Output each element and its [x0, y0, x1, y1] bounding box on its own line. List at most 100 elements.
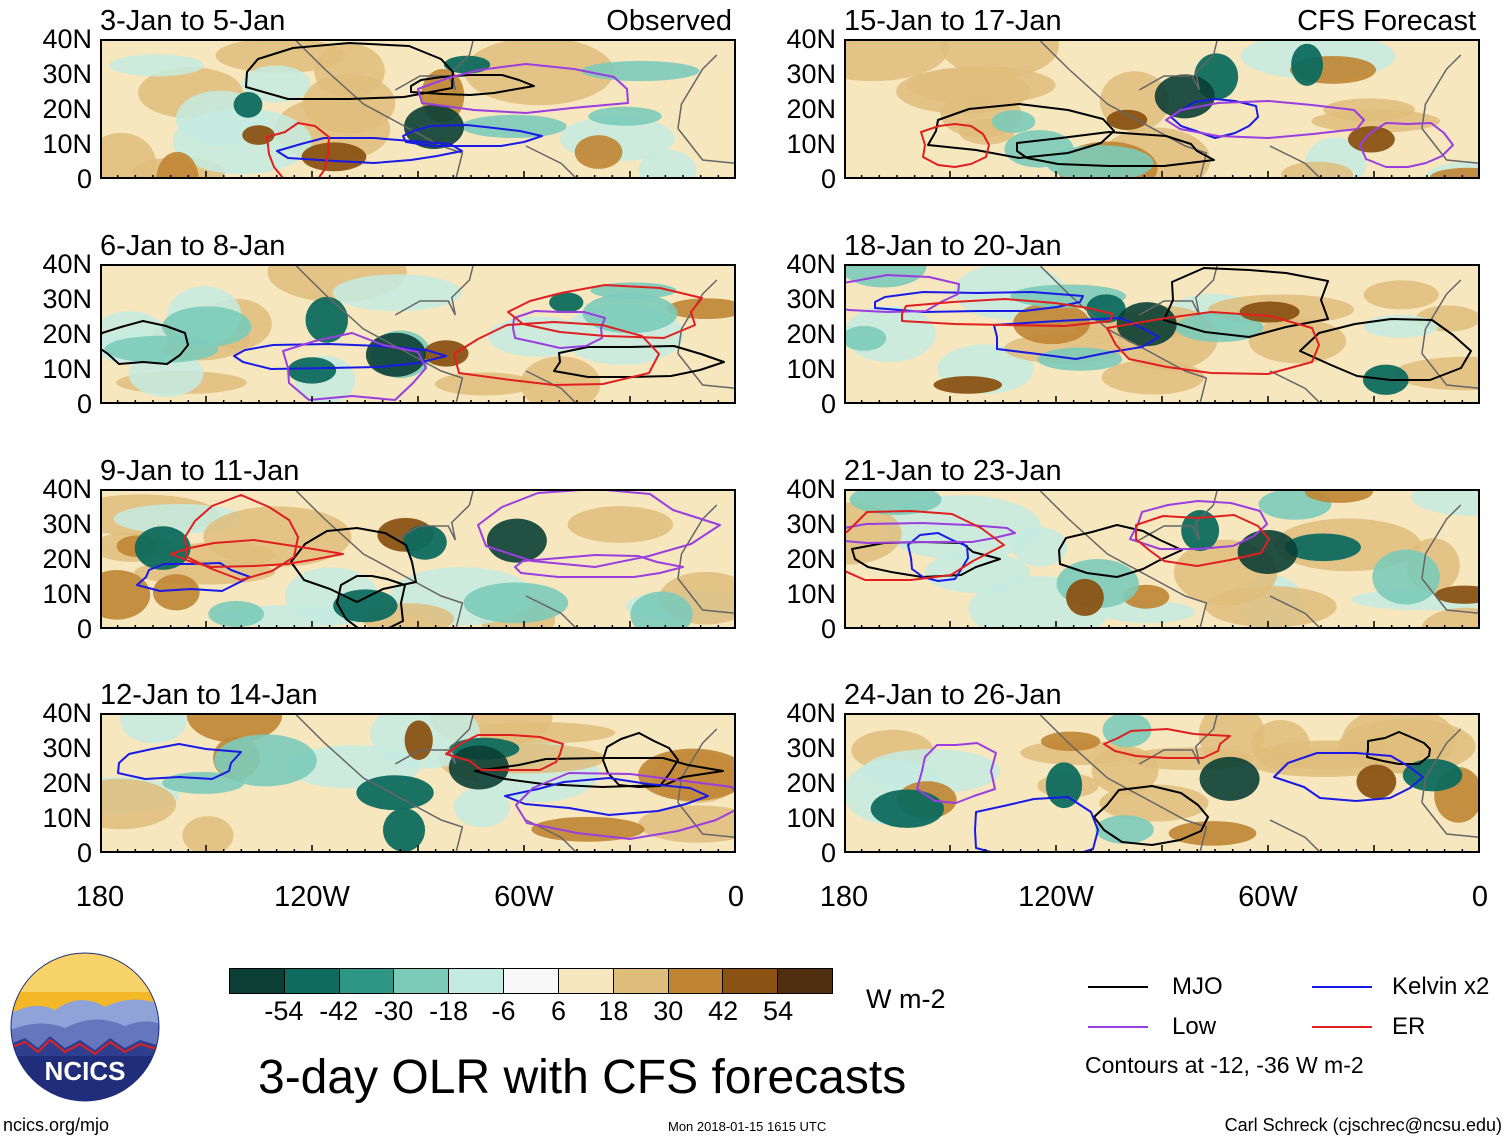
legend-low-label: Low: [1172, 1013, 1217, 1040]
colorbar-label: -18: [429, 996, 469, 1026]
olr-anomaly-strong: [1239, 301, 1300, 323]
olr-anomaly: [156, 151, 199, 177]
coastline: [1039, 491, 1478, 627]
lat-label: 30N: [42, 284, 92, 314]
er-contour: [266, 122, 330, 177]
lat-label: 0: [76, 838, 92, 868]
lat-label: 30N: [42, 509, 92, 539]
olr-anomaly: [332, 274, 463, 312]
logo-text: NCICS: [45, 1056, 126, 1086]
olr-anomaly-strong: [1086, 294, 1126, 323]
lon-ticks: [844, 396, 1480, 404]
lon-ticks: [844, 621, 1480, 629]
kelvin-legend-line: [1312, 986, 1372, 988]
lat-label: 40N: [786, 698, 836, 728]
olr-anomaly: [906, 66, 1056, 104]
olr-anomaly-strong: [870, 789, 945, 828]
panel-tag-p1: Observed: [606, 5, 732, 37]
lat-label: 20N: [786, 319, 836, 349]
olr-anomaly-core: [1154, 74, 1215, 119]
olr-anomaly-core: [1116, 302, 1177, 347]
colorbar-label: -30: [374, 996, 414, 1026]
lat-label: 0: [76, 614, 92, 644]
olr-anomaly: [1198, 715, 1265, 767]
source-url: ncics.org/mjo: [3, 1115, 110, 1135]
panel-title-p3: 9-Jan to 11-Jan: [100, 455, 300, 487]
er-legend-line: [1312, 1026, 1372, 1028]
olr-anomaly-strong: [1106, 109, 1148, 130]
kelvin-contour: [117, 743, 242, 780]
lat-label: 20N: [786, 768, 836, 798]
olr-anomaly: [588, 106, 662, 126]
olr-anomaly-strong: [287, 357, 337, 384]
lat-label: 30N: [42, 733, 92, 763]
olr-anomaly: [924, 551, 1030, 594]
olr-anomaly: [846, 325, 887, 351]
panel-title-p4: 12-Jan to 14-Jan: [100, 679, 318, 711]
low-contour: [846, 522, 1016, 544]
lon-label: 0: [1471, 881, 1489, 913]
low-contour: [515, 772, 734, 840]
olr-anomaly: [203, 506, 352, 567]
kelvin-contour: [504, 777, 709, 816]
colorbar-swatch: [558, 969, 614, 993]
olr-anomaly: [1168, 821, 1257, 846]
map-panel-p4: [100, 713, 736, 853]
lat-label: 40N: [42, 698, 92, 728]
olr-anomaly: [102, 570, 151, 620]
olr-anomaly-core: [403, 104, 464, 149]
lat-label: 20N: [42, 544, 92, 574]
olr-anomaly: [182, 816, 234, 851]
colorbar-label: -42: [319, 996, 359, 1026]
low-contour: [282, 332, 427, 401]
olr-anomaly: [666, 298, 734, 320]
lat-label: 10N: [42, 354, 92, 384]
map-panel-p3: [100, 489, 736, 629]
timestamp: Mon 2018-01-15 1615 UTC: [668, 1119, 827, 1134]
er-contour: [1103, 728, 1231, 759]
olr-anomaly: [102, 778, 177, 830]
coastline: [1039, 266, 1478, 402]
lat-label: 10N: [42, 129, 92, 159]
coastline: [295, 41, 734, 177]
lat-label: 0: [820, 614, 836, 644]
low-contour: [477, 491, 721, 568]
olr-anomaly: [172, 108, 312, 175]
olr-anomaly-strong: [1402, 758, 1463, 792]
coastline: [295, 715, 734, 851]
olr-anomaly-strong: [382, 808, 426, 851]
lat-label: 0: [820, 838, 836, 868]
kelvin-contour: [402, 124, 543, 147]
low-contour: [846, 274, 960, 313]
olr-anomaly: [1421, 607, 1478, 627]
er-contour: [920, 123, 990, 168]
lat-label: 40N: [42, 249, 92, 279]
olr-anomaly: [1281, 161, 1354, 177]
olr-anomaly: [1429, 167, 1478, 177]
colorbar-label: 54: [763, 996, 794, 1026]
olr-anomaly: [1046, 145, 1154, 177]
mjo-contour: [245, 42, 454, 100]
olr-anomaly-strong: [1285, 533, 1361, 562]
lon-label: 120W: [1018, 881, 1094, 913]
olr-field-p5: [846, 41, 1478, 177]
olr-anomaly: [567, 506, 674, 543]
lat-label: 30N: [42, 59, 92, 89]
lat-label: 40N: [786, 474, 836, 504]
author-credit: Carl Schreck (cjschrec@ncsu.edu): [1224, 1115, 1502, 1135]
olr-anomaly: [1013, 302, 1090, 345]
map-panel-p1: [100, 39, 736, 179]
colorbar-label: 18: [598, 996, 629, 1026]
olr-anomaly-strong: [423, 340, 469, 367]
map-panel-p7: [844, 489, 1480, 629]
lon-label: 0: [727, 881, 745, 913]
map-panel-p5: [844, 39, 1480, 179]
er-contour: [1135, 514, 1270, 567]
lat-label: 40N: [786, 249, 836, 279]
olr-anomaly-strong: [242, 125, 275, 145]
kelvin-contour: [233, 343, 447, 370]
coastline: [295, 266, 734, 402]
panel-title-p5: 15-Jan to 17-Jan: [844, 5, 1062, 37]
lon-label: 180: [75, 881, 125, 913]
olr-anomaly: [574, 135, 623, 169]
